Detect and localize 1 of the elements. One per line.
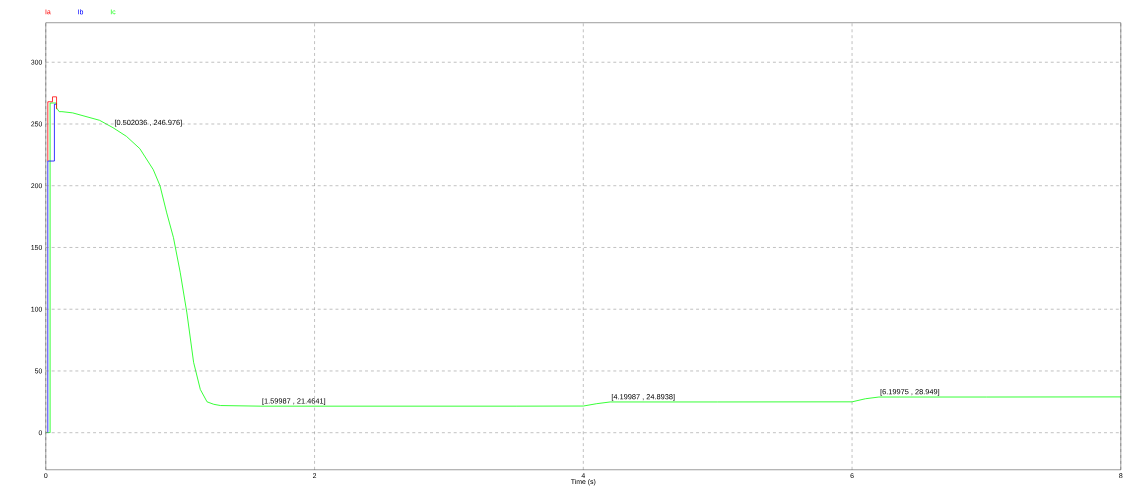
line-series (47, 96, 57, 162)
